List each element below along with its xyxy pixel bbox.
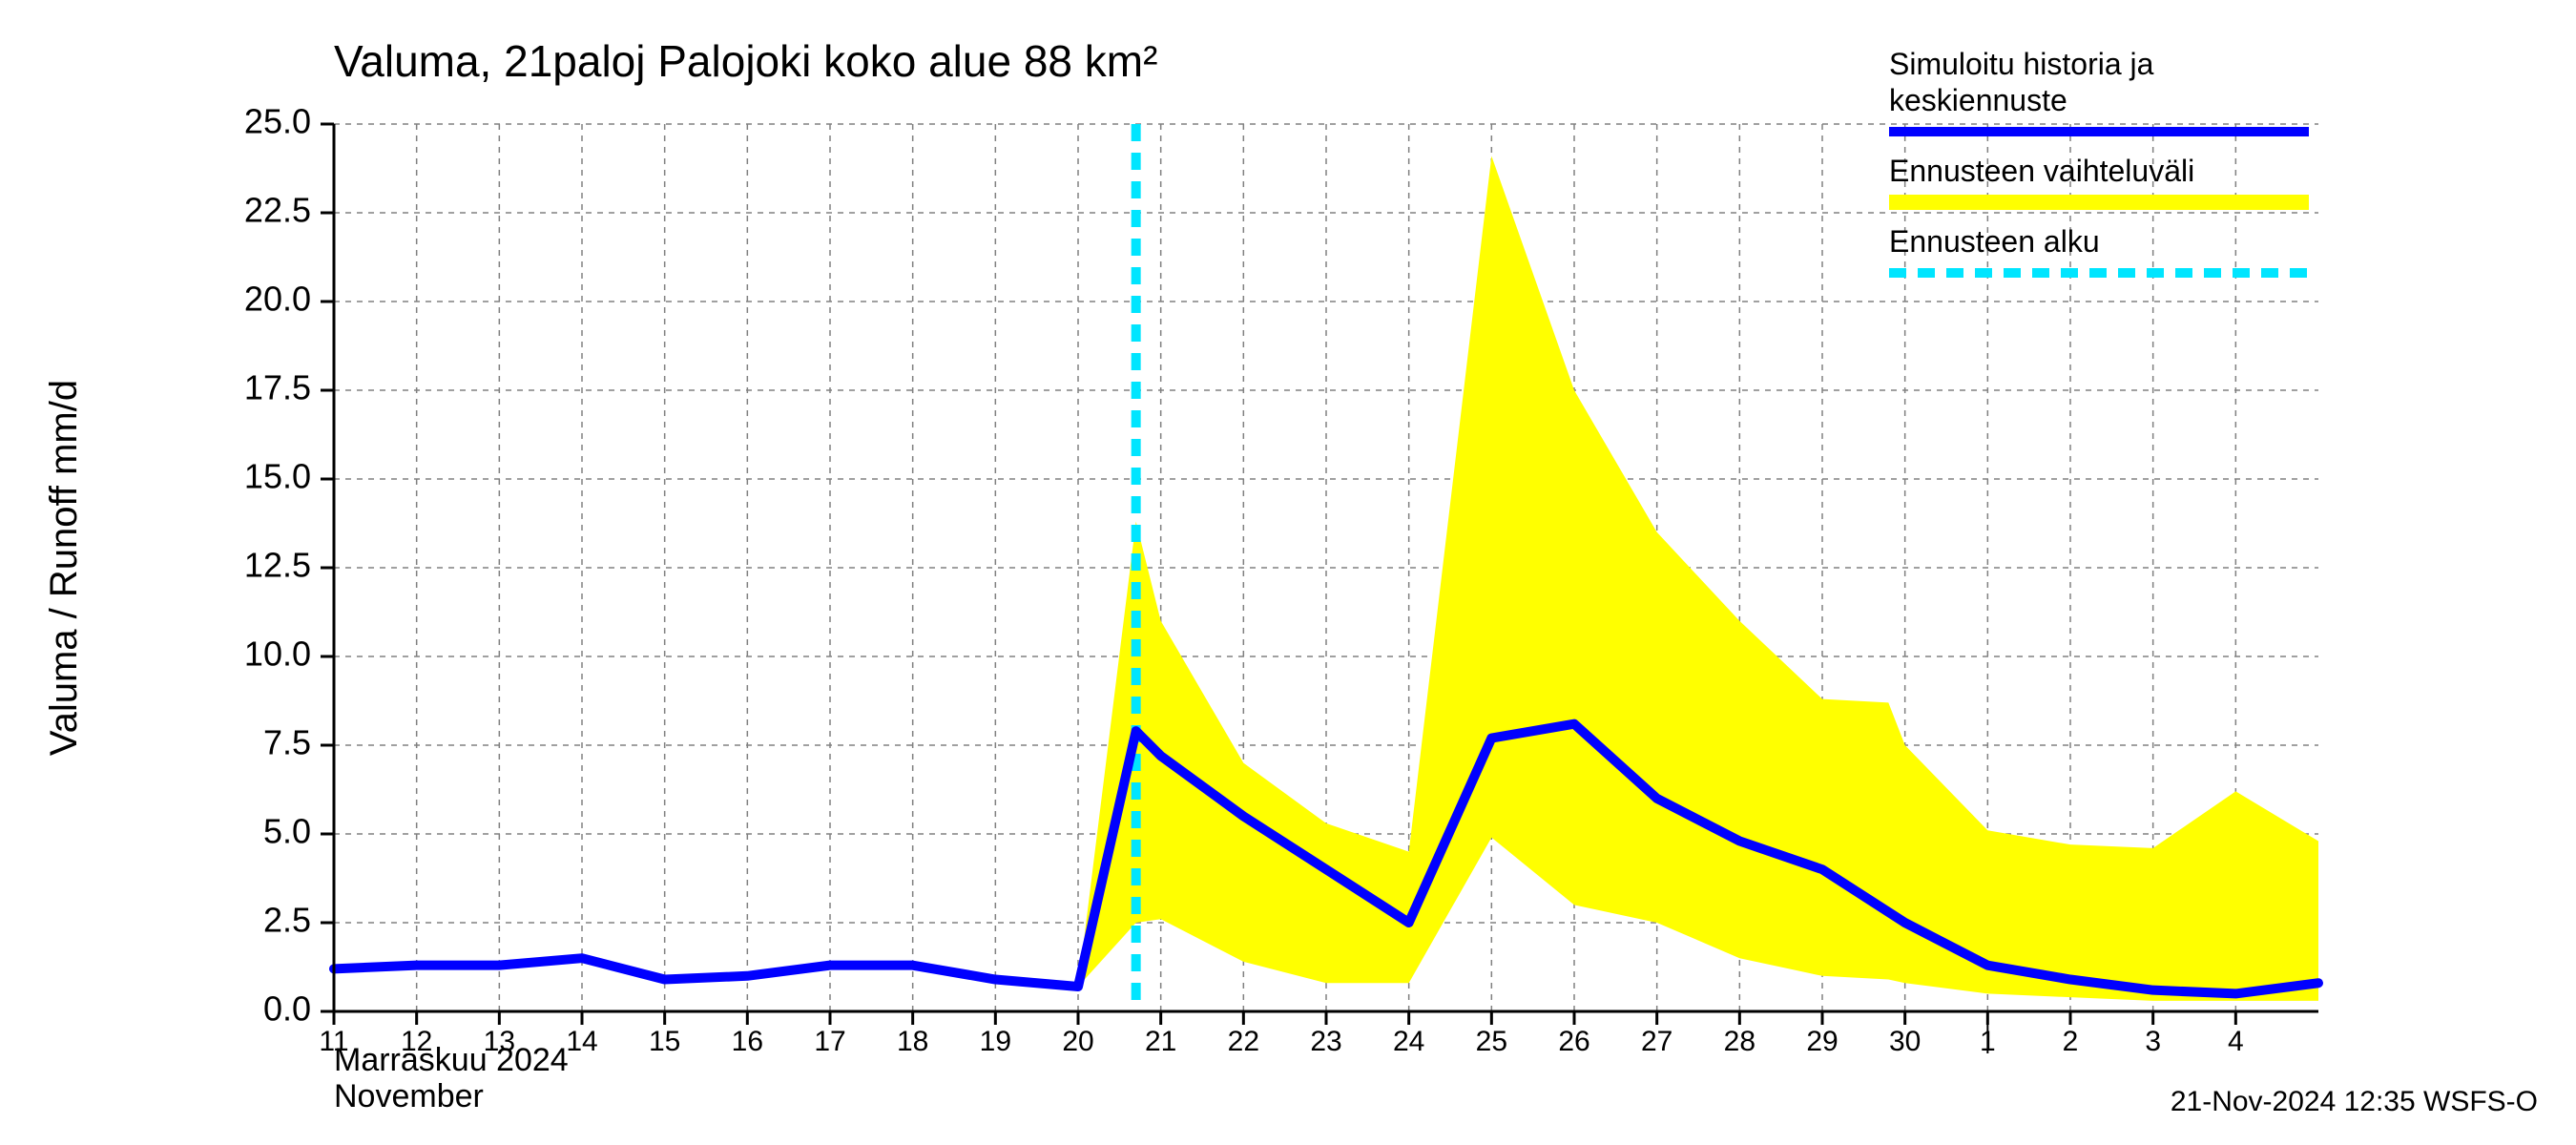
x-tick-label: 19: [980, 1026, 1011, 1057]
y-tick-label: 17.5: [244, 368, 311, 407]
y-axis-label: Valuma / Runoff mm/d: [43, 380, 85, 756]
y-tick-label: 7.5: [263, 723, 311, 762]
x-tick-label: 15: [649, 1026, 680, 1057]
x-tick-label: 24: [1393, 1026, 1424, 1057]
y-tick-label: 5.0: [263, 812, 311, 851]
legend-swatch-band: [1889, 195, 2309, 210]
y-tick-label: 2.5: [263, 901, 311, 940]
chart-title: Valuma, 21paloj Palojoki koko alue 88 km…: [334, 36, 1157, 86]
y-tick-label: 22.5: [244, 191, 311, 230]
x-tick-label: 14: [566, 1026, 597, 1057]
x-tick-label: 17: [814, 1026, 845, 1057]
x-tick-label: 21: [1145, 1026, 1176, 1057]
runoff-chart: 0.0 2.5 5.0 7.5 10.0 12.5 15.0 17.5 20.0 22.5 25.0…: [0, 0, 2576, 1145]
x-tick-label: 29: [1806, 1026, 1838, 1057]
x-tick-label: 2: [2063, 1026, 2079, 1057]
y-tick-label: 10.0: [244, 635, 311, 674]
x-tick-label: 18: [897, 1026, 928, 1057]
y-tick-label: 20.0: [244, 280, 311, 319]
y-tick-label: 0.0: [263, 989, 311, 1029]
y-tick-label: 12.5: [244, 546, 311, 585]
legend-label: keskiennuste: [1889, 83, 2067, 117]
x-tick-label: 26: [1558, 1026, 1589, 1057]
x-tick-label: 4: [2228, 1026, 2244, 1057]
x-tick-label: 28: [1724, 1026, 1755, 1057]
x-tick-label: 27: [1641, 1026, 1672, 1057]
legend-label: Simuloitu historia ja: [1889, 47, 2154, 81]
month-label-en: November: [334, 1078, 484, 1114]
y-tick-label: 25.0: [244, 102, 311, 141]
x-tick-label: 23: [1310, 1026, 1341, 1057]
footer-timestamp: 21-Nov-2024 12:35 WSFS-O: [2171, 1086, 2538, 1117]
month-label-fi: Marraskuu 2024: [334, 1042, 569, 1078]
x-tick-label: 3: [2145, 1026, 2161, 1057]
x-tick-label: 20: [1062, 1026, 1093, 1057]
x-tick-label: 25: [1476, 1026, 1507, 1057]
x-tick-label: 30: [1889, 1026, 1921, 1057]
x-tick-label: 16: [732, 1026, 763, 1057]
y-tick-label: 15.0: [244, 457, 311, 496]
legend-label: Ennusteen alku: [1889, 224, 2100, 259]
legend-label: Ennusteen vaihteluväli: [1889, 154, 2194, 188]
x-tick-label: 22: [1228, 1026, 1259, 1057]
